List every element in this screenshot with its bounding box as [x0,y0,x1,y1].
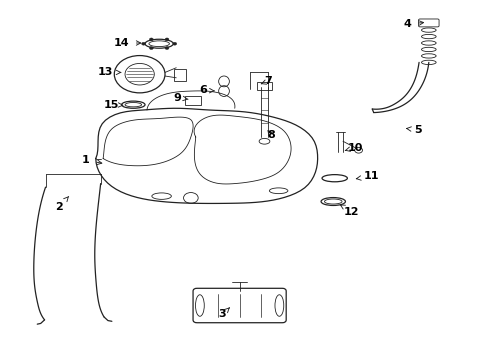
Circle shape [164,38,168,41]
Circle shape [149,38,153,41]
Text: 1: 1 [82,155,102,165]
Text: 5: 5 [406,125,421,135]
Text: 12: 12 [340,205,359,217]
Text: 11: 11 [356,171,378,181]
Text: 8: 8 [267,130,275,140]
Text: 7: 7 [261,76,271,86]
Text: 14: 14 [114,38,141,48]
Circle shape [164,47,168,50]
Text: 10: 10 [345,143,363,153]
Text: 4: 4 [403,19,423,29]
Circle shape [149,47,153,50]
Text: 6: 6 [199,85,214,95]
Text: 2: 2 [55,197,68,212]
Text: 15: 15 [104,100,122,110]
Text: 13: 13 [98,67,121,77]
Circle shape [142,42,145,45]
Text: 3: 3 [218,308,229,319]
Circle shape [172,42,176,45]
Text: 9: 9 [173,93,188,103]
